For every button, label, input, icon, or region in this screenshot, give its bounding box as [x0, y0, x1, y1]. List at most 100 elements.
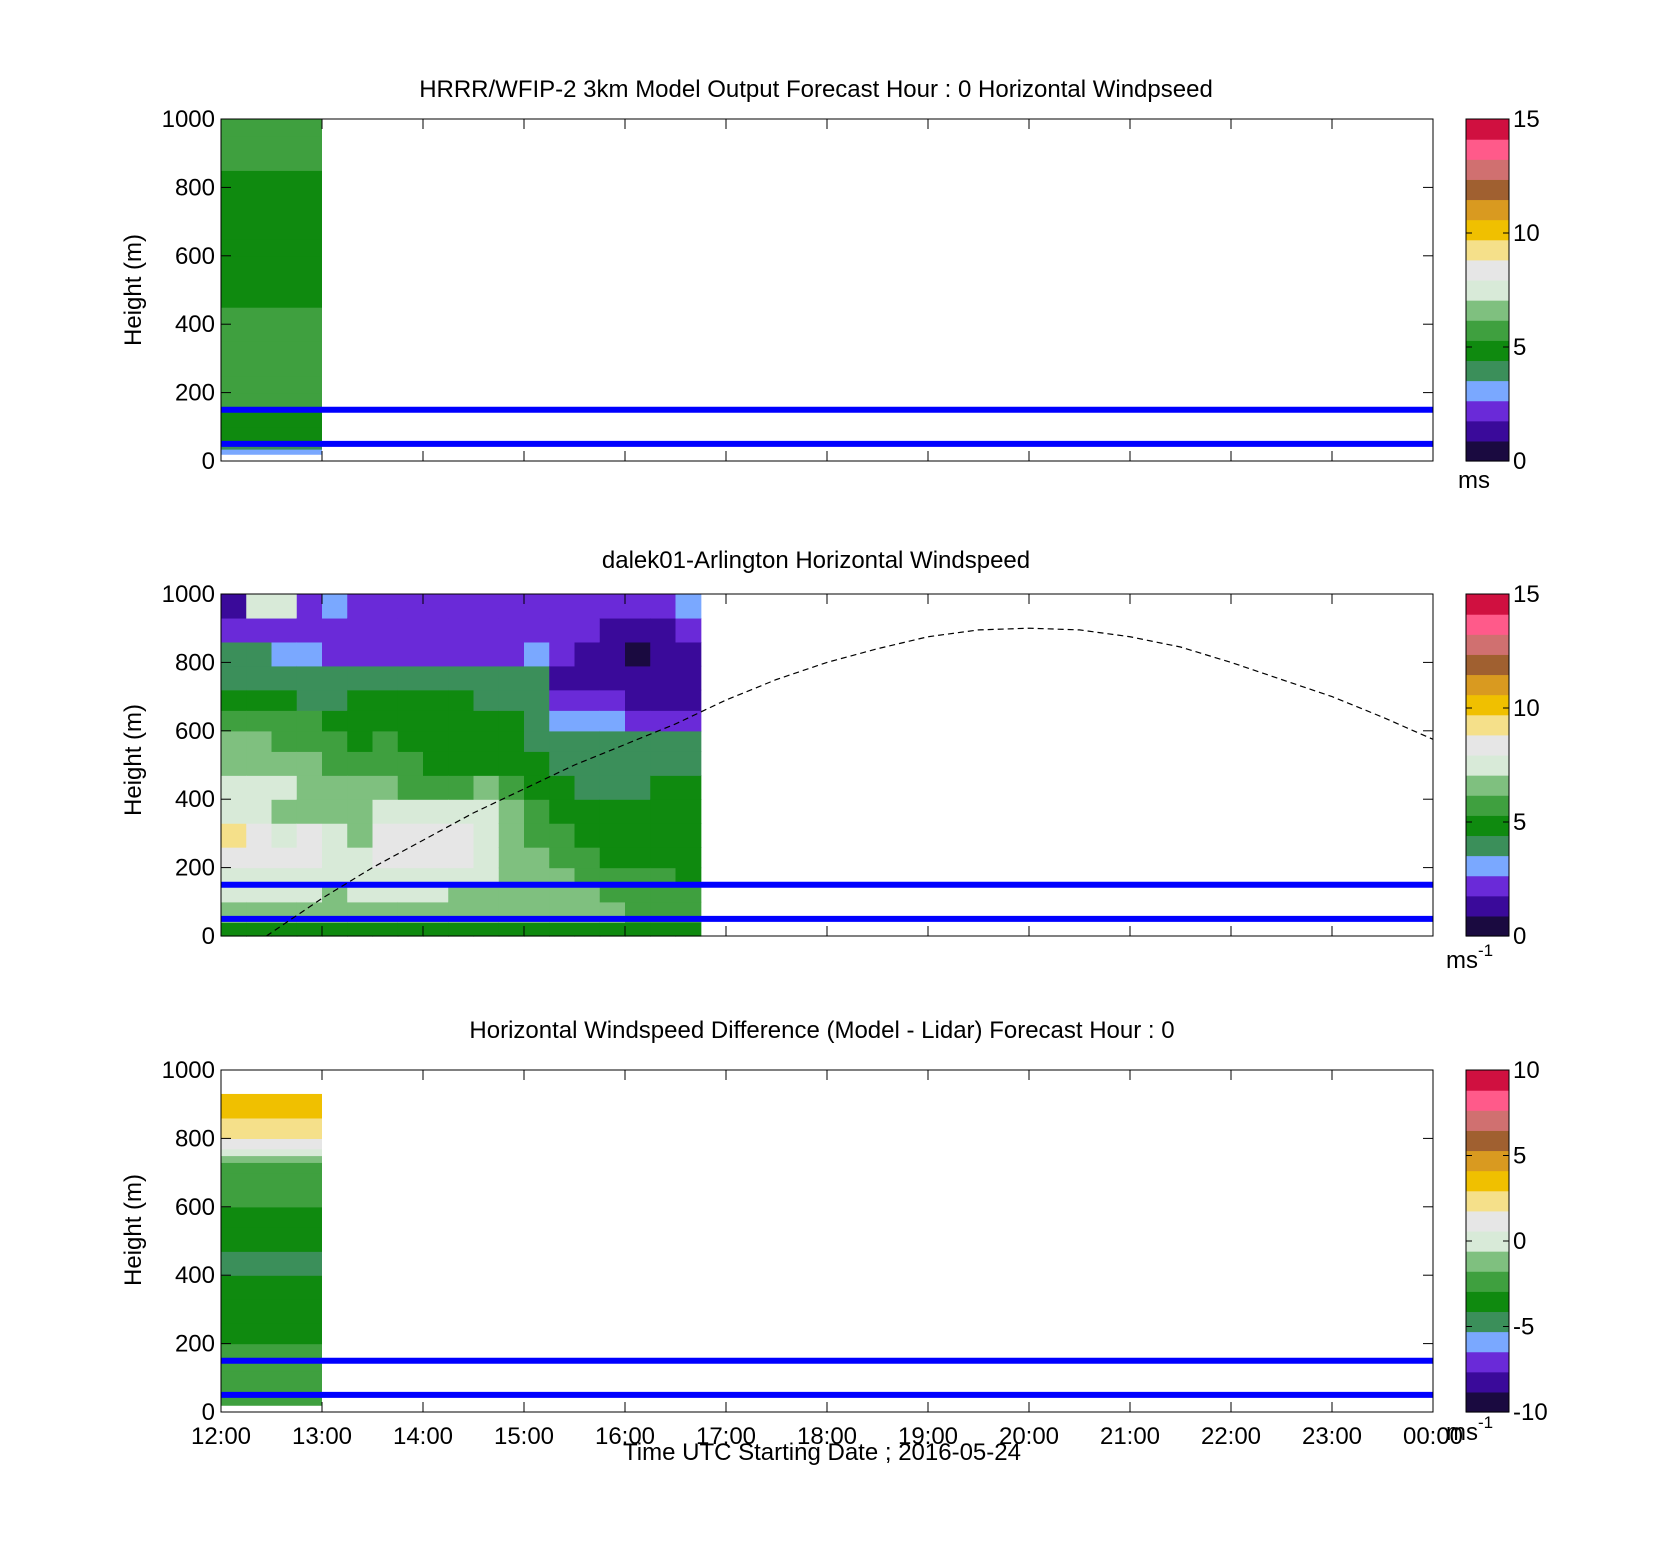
colorbar-swatch	[1466, 795, 1509, 816]
heatmap-cell	[549, 823, 576, 848]
heatmap-cell	[221, 392, 322, 411]
heatmap-cell	[524, 751, 550, 776]
heatmap-cell	[524, 665, 550, 691]
heatmap-cell	[650, 641, 677, 667]
heatmap-cell	[498, 730, 525, 752]
heatmap-cell	[372, 710, 399, 732]
heatmap-cell	[221, 799, 247, 824]
heatmap-cell	[246, 689, 273, 711]
y-tick-label: 800	[175, 174, 215, 201]
heatmap-cell	[221, 324, 322, 342]
colorbar-swatch	[1466, 199, 1509, 221]
y-tick-label: 800	[175, 649, 215, 676]
heatmap-cell	[221, 153, 322, 171]
colorbar-swatch	[1466, 440, 1509, 462]
heatmap-cell	[246, 617, 273, 643]
heatmap-cell	[675, 617, 702, 643]
heatmap-cell	[322, 689, 348, 711]
heatmap-cell	[574, 884, 601, 903]
colorbar-swatch	[1466, 714, 1509, 736]
colorbar-tick-label: 10	[1513, 220, 1540, 247]
colorbar-swatch	[1466, 775, 1509, 796]
heatmap-cell	[448, 617, 475, 643]
heatmap-cell	[372, 665, 399, 691]
heatmap-cell	[221, 665, 247, 691]
heatmap-cell	[397, 730, 424, 752]
y-tick-label: 400	[175, 1262, 215, 1289]
heatmap-cell	[221, 730, 247, 752]
y-tick-label: 800	[175, 1125, 215, 1152]
colorbar-swatch	[1466, 320, 1509, 341]
heatmap-cell	[296, 689, 323, 711]
heatmap-cell	[473, 751, 500, 776]
panel-difference-plot: 12:00 13:00 14:00 15:00 16:00 17:00 18:00 19:00…	[162, 1057, 1463, 1450]
heatmap-cell	[524, 867, 550, 886]
heatmap-cell	[423, 665, 449, 691]
heatmap-cell	[221, 1370, 322, 1393]
heatmap-cell	[296, 884, 323, 903]
heatmap-cell	[599, 730, 626, 752]
heatmap-cell	[271, 641, 298, 667]
panel-lidar-ylabel: Height (m)	[120, 704, 147, 816]
heatmap-cell	[221, 1117, 322, 1129]
heatmap-cell	[246, 751, 273, 776]
heatmap-cell	[423, 867, 449, 886]
y-tick-label: 400	[175, 786, 215, 813]
heatmap-cell	[296, 847, 323, 869]
heatmap-cell	[549, 689, 576, 711]
heatmap-cell	[599, 641, 626, 667]
heatmap-cell	[246, 847, 273, 869]
colorbar-swatch	[1466, 634, 1509, 655]
heatmap-cell	[221, 1107, 322, 1119]
panel-model-ylabel: Height (m)	[120, 234, 147, 346]
colorbar-tick-label: 0	[1513, 1228, 1526, 1255]
x-tick-label: 13:00	[292, 1423, 352, 1450]
heatmap-cell	[347, 594, 374, 619]
heatmap-cell	[650, 730, 677, 752]
heatmap-cell	[675, 665, 702, 691]
heatmap-cell	[347, 847, 374, 869]
colorbar-swatch	[1466, 895, 1509, 917]
heatmap-cell	[271, 884, 298, 903]
heatmap-cell	[271, 665, 298, 691]
heatmap-cell	[221, 1155, 322, 1163]
heatmap-cell	[372, 847, 399, 869]
heatmap-cell	[625, 867, 651, 886]
heatmap-cell	[599, 775, 626, 800]
heatmap-cell	[498, 594, 525, 619]
heatmap-cell	[271, 689, 298, 711]
heatmap-cell	[599, 884, 626, 903]
heatmap-cell	[296, 867, 323, 886]
heatmap-cell	[322, 641, 348, 667]
heatmap-cell	[397, 594, 424, 619]
heatmap-cell	[599, 867, 626, 886]
panel-model-colorbar-unit: ms	[1458, 467, 1490, 494]
heatmap-cell	[650, 710, 677, 732]
heatmap-cell	[498, 751, 525, 776]
x-tick-label: 22:00	[1201, 1423, 1261, 1450]
heatmap-cell	[271, 751, 298, 776]
heatmap-cell	[625, 847, 651, 869]
heatmap-cell	[448, 751, 475, 776]
heatmap-cell	[221, 867, 247, 886]
heatmap-cell	[221, 204, 322, 223]
heatmap-cell	[675, 799, 702, 824]
heatmap-cell	[423, 799, 449, 824]
y-tick-label: 200	[175, 1331, 215, 1358]
y-tick-label: 400	[175, 311, 215, 338]
heatmap	[221, 119, 322, 455]
colorbar-swatch	[1466, 159, 1509, 180]
heatmap-cell	[625, 689, 651, 711]
colorbar-swatch	[1466, 754, 1509, 776]
heatmap-cell	[271, 847, 298, 869]
colorbar-swatch	[1466, 1331, 1509, 1353]
heatmap-cell	[650, 594, 677, 619]
heatmap-cell	[221, 1093, 322, 1109]
heatmap-cell	[221, 1299, 322, 1324]
heatmap-cell	[221, 238, 322, 257]
panel-model: HRRR/WFIP-2 3km Model Output Forecast Ho…	[120, 76, 1540, 494]
colorbar-swatch	[1466, 1210, 1509, 1232]
heatmap-cell	[473, 710, 500, 732]
heatmap-cell	[473, 665, 500, 691]
heatmap-cell	[675, 751, 702, 776]
